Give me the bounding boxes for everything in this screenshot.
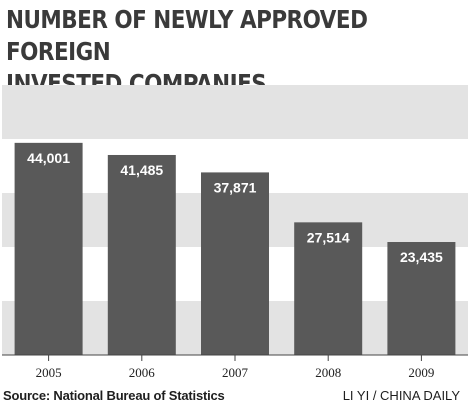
credit-line: LI YI / CHINA DAILY xyxy=(342,388,460,403)
bar-2006 xyxy=(107,154,176,355)
bar-value-label: 37,871 xyxy=(214,179,257,195)
x-axis-ticks: 2005 2006 2007 2008 2009 xyxy=(36,355,434,380)
bar-2008 xyxy=(294,222,363,355)
bar-2005 xyxy=(14,142,83,355)
bar-value-label: 41,485 xyxy=(120,162,163,178)
bar-value-label: 44,001 xyxy=(27,150,70,166)
source-note: Source: National Bureau of Statistics xyxy=(3,388,225,403)
chart-title: NUMBER OF NEWLY APPROVED FOREIGN INVESTE… xyxy=(6,5,368,98)
bar-value-label: 27,514 xyxy=(307,229,350,245)
bar-value-label: 23,435 xyxy=(400,249,443,265)
bar-2009 xyxy=(387,242,456,355)
x-tick-label: 2008 xyxy=(315,365,341,380)
bars xyxy=(14,142,456,355)
background-band xyxy=(2,85,468,139)
x-tick-label: 2005 xyxy=(36,365,62,380)
x-tick-label: 2007 xyxy=(222,365,249,380)
x-tick-label: 2006 xyxy=(129,365,156,380)
x-tick-label: 2009 xyxy=(408,365,434,380)
bar-value-labels: 44,001 41,485 37,871 27,514 23,435 xyxy=(27,150,443,265)
bar-2007 xyxy=(201,172,269,355)
